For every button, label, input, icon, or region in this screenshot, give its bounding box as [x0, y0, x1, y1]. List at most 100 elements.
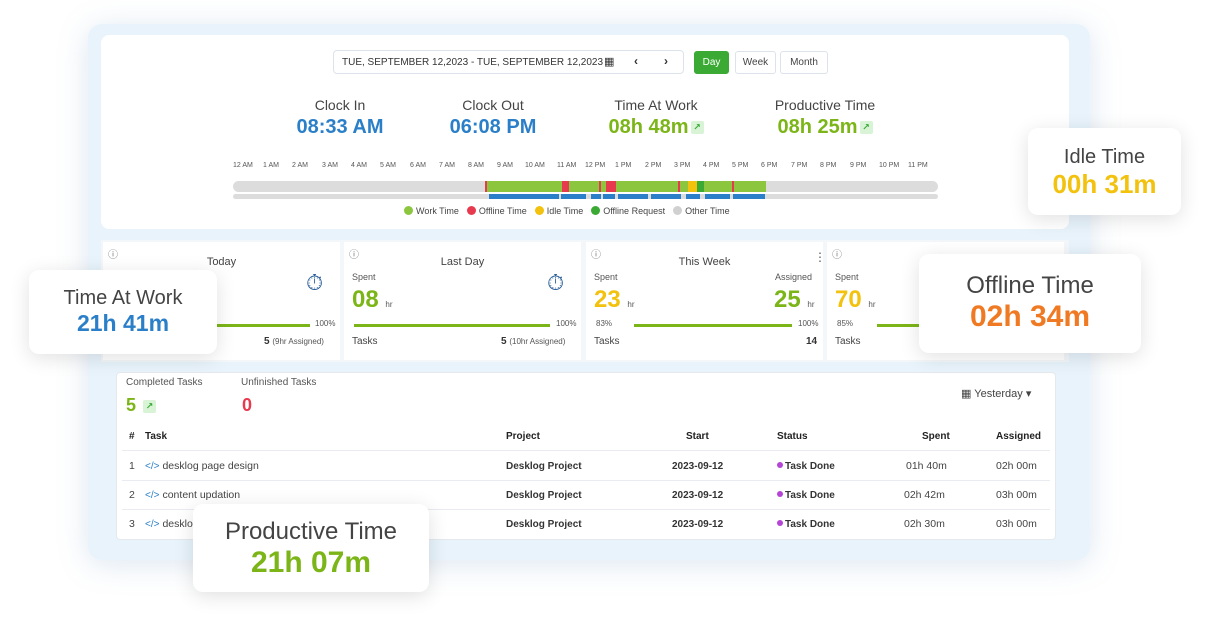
offline-segment: [678, 181, 680, 192]
task-link[interactable]: </> desklog page design: [145, 460, 259, 472]
spent-label: Spent: [594, 272, 618, 282]
hour-label: 7 AM: [439, 162, 455, 169]
tasks-count: 14: [806, 336, 818, 347]
clock-out-value: 06:08 PM: [449, 116, 537, 138]
completed-tasks-tab[interactable]: Completed Tasks: [126, 377, 203, 388]
assigned-time: 02h 00m: [996, 460, 1037, 472]
project-name: Desklog Project: [506, 490, 582, 501]
clock-in-value: 08:33 AM: [296, 116, 384, 138]
range-week-button[interactable]: Week: [735, 51, 776, 74]
spent-label: Spent: [352, 272, 376, 282]
start-date: 2023-09-12: [672, 519, 724, 530]
calendar-icon[interactable]: ▦: [604, 56, 615, 68]
trend-up-icon: ↗: [143, 399, 157, 413]
offline-segment: [732, 181, 734, 192]
legend-item: Offline Time: [466, 206, 527, 216]
offline-segment: [485, 181, 487, 192]
task-link[interactable]: </> desklo: [145, 518, 193, 530]
work-segment: [601, 181, 606, 192]
completed-count: 5 ↗: [126, 395, 157, 416]
hour-label: 4 PM: [703, 162, 720, 169]
chevron-left-icon[interactable]: ‹: [634, 54, 638, 68]
tasks-label: Tasks: [594, 336, 620, 347]
tasks-count: 5 (10hr Assigned): [501, 336, 566, 347]
code-icon: </>: [145, 461, 160, 472]
productive-segment: [618, 194, 648, 199]
progress-pct: 100%: [798, 319, 819, 328]
summary-title: Last Day: [440, 256, 485, 268]
productive-segment: [705, 194, 730, 199]
range-month-button[interactable]: Month: [780, 51, 828, 74]
tasks-label: Tasks: [835, 336, 861, 347]
hour-label: 5 PM: [732, 162, 749, 169]
clock-in-stat: Clock In 08:33 AM: [280, 97, 400, 139]
progress-bar: [354, 324, 550, 327]
chevron-right-icon[interactable]: ›: [664, 54, 668, 68]
hour-label: 2 AM: [292, 162, 308, 169]
progress-label: 85%: [837, 319, 854, 328]
work-segment: [628, 181, 678, 192]
hour-label: 8 PM: [820, 162, 837, 169]
badge-value: 21h 07m: [250, 546, 372, 579]
unfinished-tasks-tab[interactable]: Unfinished Tasks: [241, 377, 317, 388]
hour-label: 1 PM: [615, 162, 632, 169]
stopwatch-icon: ⏱: [306, 270, 324, 295]
column-header: #: [129, 431, 135, 442]
work-segment: [569, 181, 599, 192]
productivity-timeline-bar[interactable]: [233, 194, 938, 199]
assigned-value: 25 hr: [774, 286, 815, 313]
date-range-text: TUE, SEPTEMBER 12,2023 - TUE, SEPTEMBER …: [342, 56, 604, 68]
spent-value: 23 hr: [594, 286, 635, 313]
unfinished-count: 0: [242, 395, 253, 415]
stopwatch-icon: ⏱: [547, 270, 565, 295]
productive-segment: [591, 194, 601, 199]
info-icon[interactable]: ⓘ: [832, 250, 842, 261]
hour-label: 3 PM: [674, 162, 691, 169]
calendar-icon: ▦: [961, 388, 975, 400]
tasks-count: 5 (9hr Assigned): [264, 336, 324, 347]
row-number: 3: [129, 518, 135, 530]
more-options-icon[interactable]: ⋮: [814, 250, 826, 264]
activity-timeline-bar[interactable]: [233, 181, 938, 192]
code-icon: </>: [145, 490, 160, 501]
time-at-work-badge: Time At Work 21h 41m: [29, 270, 217, 354]
summary-title: This Week: [678, 256, 731, 268]
info-icon[interactable]: ⓘ: [108, 250, 118, 261]
hour-label: 9 AM: [497, 162, 513, 169]
offline-segment: [562, 181, 569, 192]
info-icon[interactable]: ⓘ: [591, 250, 601, 261]
timeline-hours: 12 AM 1 AM 2 AM 3 AM 4 AM 5 AM 6 AM 7 AM…: [233, 162, 938, 174]
column-header: Spent: [922, 431, 950, 442]
time-at-work-value: 08h 48m: [608, 116, 689, 138]
legend-item: Work Time: [404, 206, 459, 216]
offline-segment: [606, 181, 616, 192]
progress-pct: 100%: [315, 319, 336, 328]
hour-label: 12 AM: [233, 162, 253, 169]
task-link[interactable]: </> content updation: [145, 489, 241, 501]
spent-time: 02h 30m: [904, 518, 945, 530]
row-divider: [122, 450, 1050, 451]
summary-card-last-day: ⓘ Last Day Spent 08 hr ⏱ 100% Tasks 5 (1…: [344, 242, 581, 360]
range-day-button[interactable]: Day: [694, 51, 729, 74]
badge-value: 21h 41m: [76, 310, 170, 336]
productive-time-value: 08h 25m: [777, 116, 858, 138]
work-segment: [704, 181, 732, 192]
row-divider: [122, 509, 1050, 510]
date-range-picker[interactable]: TUE, SEPTEMBER 12,2023 - TUE, SEPTEMBER …: [333, 50, 684, 74]
spent-label: Spent: [835, 272, 859, 282]
spent-time: 02h 42m: [904, 489, 945, 501]
column-header: Status: [777, 431, 808, 442]
date-filter-dropdown[interactable]: ▦ Yesterday ▾: [961, 388, 1032, 400]
work-segment: [680, 181, 688, 192]
progress-pct: 100%: [556, 319, 577, 328]
progress-label: 83%: [596, 319, 613, 328]
info-icon[interactable]: ⓘ: [349, 250, 359, 261]
trend-up-icon: ↗: [690, 121, 704, 135]
legend-item: Offline Request: [591, 206, 665, 216]
offline-segment: [599, 181, 601, 192]
trend-up-icon: ↗: [859, 121, 873, 135]
work-segment: [734, 181, 766, 192]
legend-item: Idle Time: [534, 206, 583, 216]
status-badge: Task Done: [777, 519, 835, 530]
column-header: Task: [145, 431, 168, 442]
